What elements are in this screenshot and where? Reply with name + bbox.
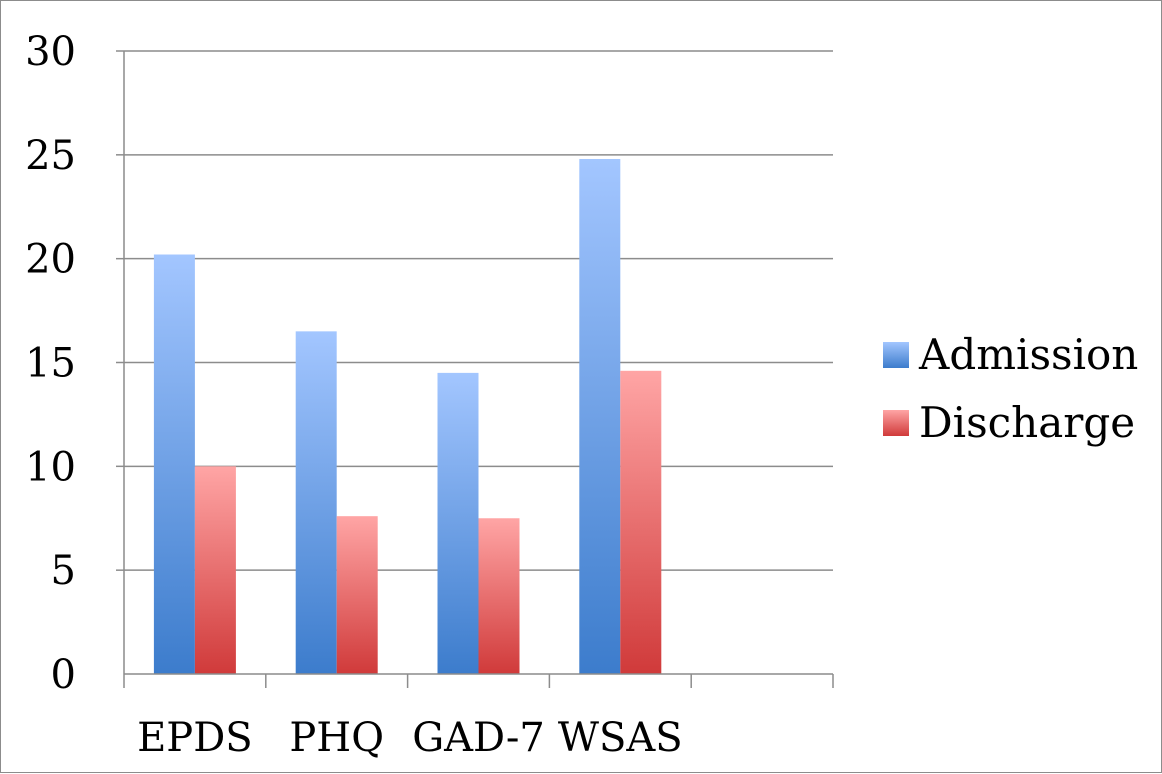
y-tick-label: 10 — [25, 444, 76, 490]
y-tick-label: 5 — [51, 548, 76, 594]
gridlines — [124, 50, 833, 571]
y-tick-label: 20 — [25, 237, 76, 283]
bar-discharge — [194, 466, 236, 674]
y-tick-label: 30 — [25, 29, 76, 75]
y-tick-label: 0 — [51, 652, 76, 698]
x-category-label: GAD-7 — [412, 715, 545, 761]
bar-discharge — [620, 370, 662, 674]
bar-admission — [579, 158, 621, 674]
x-category-label: PHQ — [289, 715, 384, 761]
x-category-label: WSAS — [558, 715, 683, 761]
y-tick-label: 15 — [25, 341, 76, 387]
bar-admission — [153, 254, 195, 674]
legend: Admission Discharge — [883, 330, 1138, 447]
x-category-label: EPDS — [137, 715, 253, 761]
legend-label-discharge: Discharge — [919, 398, 1135, 447]
y-tick-label: 25 — [25, 133, 76, 179]
bar-discharge — [478, 518, 520, 674]
legend-swatch-admission — [883, 342, 909, 368]
bar-discharge — [336, 516, 378, 674]
bars — [153, 158, 662, 674]
legend-label-admission: Admission — [918, 330, 1138, 379]
axes — [116, 50, 834, 688]
bar-admission — [295, 331, 337, 674]
labels: 0 5 10 15 20 25 30 EPDS PHQ GAD-7 WSAS — [25, 29, 683, 761]
bar-admission — [437, 372, 479, 674]
legend-swatch-discharge — [883, 410, 909, 436]
